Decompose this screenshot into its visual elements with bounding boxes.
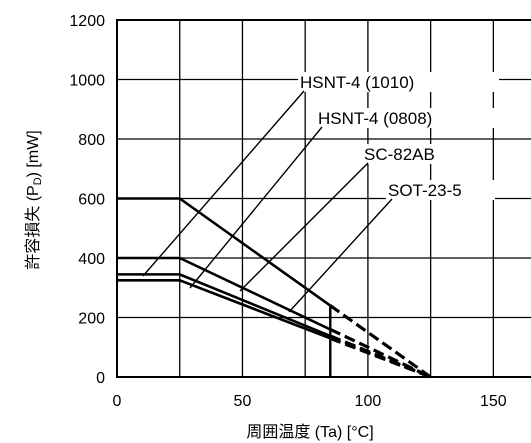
- series-dashed-extension: [329, 336, 432, 379]
- series-label-leader: [142, 90, 305, 277]
- series-dashed-extension: [329, 304, 432, 379]
- tick-labels: 0 200 400 600 800 1000 1200 0 50 100 150: [69, 13, 506, 410]
- series-line: [117, 256, 331, 331]
- series-label: HSNT-4 (0808): [318, 109, 432, 128]
- plot-frame: [116, 19, 531, 378]
- y-tick-label: 0: [96, 370, 105, 387]
- series-label-leader: [239, 162, 369, 292]
- series-line: [117, 273, 331, 338]
- series-labels: HSNT-4 (1010) HSNT-4 (0808) SC-82AB SOT-23-…: [142, 72, 499, 313]
- series-label-bg: [362, 144, 459, 164]
- y-axis-label-tail: ) [mW]: [25, 130, 42, 177]
- series-label: HSNT-4 (1010): [300, 73, 414, 92]
- series-dashed-extension: [329, 327, 432, 379]
- series-line: [117, 197, 332, 307]
- series-label-bg: [316, 108, 499, 128]
- x-axis-label: 周囲温度 (Ta) [°C]: [246, 423, 373, 441]
- y-axis-label-sub: D: [32, 177, 44, 185]
- x-tick-label: 100: [355, 393, 382, 410]
- x-tick-label: 50: [234, 393, 252, 410]
- series-label-bg: [298, 72, 499, 92]
- y-tick-label: 1000: [69, 73, 105, 90]
- series-layer: [117, 197, 432, 379]
- x-tick-label: 150: [480, 393, 507, 410]
- series-line: [117, 279, 331, 340]
- series-label-leader: [189, 126, 323, 289]
- series-label-leader: [288, 198, 393, 313]
- series-label: SC-82AB: [364, 145, 435, 164]
- series-label: SOT-23-5: [388, 181, 462, 200]
- y-axis-label-main: 許容損失 (P: [24, 185, 42, 269]
- y-axis-label: 許容損失 (PD) [mW]: [24, 130, 44, 270]
- y-tick-label: 400: [78, 251, 105, 268]
- axes-frame: [116, 19, 531, 378]
- series-label-bg: [386, 180, 495, 200]
- y-tick-label: 600: [78, 192, 105, 209]
- y-tick-label: 200: [78, 311, 105, 328]
- y-tick-label: 800: [78, 132, 105, 149]
- x-tick-label: 0: [113, 393, 122, 410]
- y-tick-label: 1200: [69, 13, 105, 30]
